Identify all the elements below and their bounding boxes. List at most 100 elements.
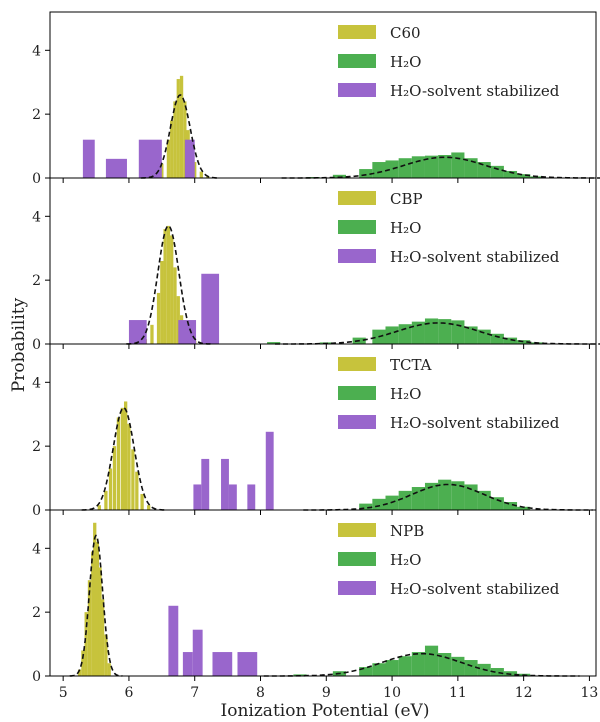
water-hist-bar xyxy=(398,656,412,676)
water-hist-bar xyxy=(451,481,465,510)
water-hist-bar xyxy=(398,158,412,178)
stabilized-bar xyxy=(192,629,203,676)
water-fit-curve xyxy=(303,483,593,511)
molecule-hist-bar xyxy=(179,75,184,178)
molecule-hist-bar xyxy=(156,292,161,344)
legend-entry-water-label: H₂O xyxy=(390,385,421,403)
water-hist-bar xyxy=(424,482,439,510)
stabilized-bar xyxy=(201,273,220,344)
water-hist-bar xyxy=(438,155,452,178)
water-hist-bar xyxy=(517,174,531,178)
stabilized-bar xyxy=(178,320,197,344)
stabilized-bar xyxy=(182,652,193,676)
panel-1: 0 2 4 C60 H₂O H₂O-solvent stabilized xyxy=(32,11,600,187)
x-tick-label: 6 xyxy=(124,685,133,701)
legend-entry-stabilized-swatch xyxy=(338,249,376,263)
molecule-hist-bar xyxy=(170,235,174,344)
stabilized-bar xyxy=(168,605,179,676)
water-hist-bar xyxy=(398,490,412,510)
legend-entry-molecule-label: TCTA xyxy=(390,356,432,374)
y-tick-label: 4 xyxy=(32,209,41,225)
legend: TCTA H₂O H₂O-solvent stabilized xyxy=(338,356,560,432)
water-hist-bar xyxy=(438,479,452,510)
molecule-hist-bar xyxy=(135,471,139,510)
molecule-hist-bar xyxy=(199,171,203,178)
y-tick-label: 0 xyxy=(32,503,41,519)
legend-entry-molecule-label: CBP xyxy=(390,190,423,208)
molecule-hist-bar xyxy=(160,261,164,344)
molecule-hist-bar xyxy=(91,551,95,676)
y-tick-label: 0 xyxy=(32,171,41,187)
x-tick-label: 12 xyxy=(515,685,533,701)
legend-entry-stabilized-swatch xyxy=(338,415,376,429)
molecule-hist-bar xyxy=(124,401,128,510)
legend-entry-molecule-swatch xyxy=(338,523,376,537)
molecule-hist-bar xyxy=(173,267,177,344)
stabilized-bar xyxy=(138,139,162,178)
molecule-hist-bar xyxy=(120,407,125,510)
water-fit-curve xyxy=(263,652,580,677)
water-hist-bar xyxy=(477,490,491,510)
molecule-hist-bar xyxy=(97,505,101,510)
y-tick-label: 2 xyxy=(32,605,41,621)
panel-4: 0 2 4 5 6 7 8 9 10 11 12 13 NPB H₂O H₂O-solvent stabil… xyxy=(32,509,598,701)
molecule-hist-bar xyxy=(147,505,151,510)
molecule-hist-bar xyxy=(127,423,131,510)
legend: CBP H₂O H₂O-solvent stabilized xyxy=(338,190,560,266)
stabilized-bar xyxy=(212,652,233,676)
water-hist-bar xyxy=(503,502,518,510)
water-hist-bar xyxy=(411,156,425,178)
panel-2: 0 2 4 CBP H₂O H₂O-solvent stabilized xyxy=(32,177,600,353)
water-hist-bar xyxy=(267,342,281,344)
legend-entry-water-swatch xyxy=(338,220,376,234)
molecule-hist-bar xyxy=(176,79,180,178)
x-tick-label: 9 xyxy=(322,685,331,701)
water-hist-bar xyxy=(359,667,373,676)
molecule-hist-bar xyxy=(176,296,180,344)
stabilized-bar xyxy=(201,458,210,510)
molecule-hist-bar xyxy=(170,120,174,178)
molecule-hist-bar xyxy=(77,669,82,676)
y-tick-label: 4 xyxy=(32,43,41,59)
molecule-hist-bar xyxy=(95,541,100,676)
water-hist-bar xyxy=(464,484,478,510)
water-fit-curve xyxy=(281,156,600,179)
molecule-hist-bar xyxy=(140,494,144,510)
molecule-hist-bar xyxy=(116,417,121,510)
y-tick-label: 2 xyxy=(32,273,41,289)
molecule-hist-bar xyxy=(98,567,102,676)
legend-entry-water-swatch xyxy=(338,54,376,68)
water-hist-bar xyxy=(490,165,504,178)
water-hist-bar xyxy=(503,170,518,178)
stabilized-bar xyxy=(128,320,147,344)
water-hist-bar xyxy=(372,498,386,510)
stabilized-bar xyxy=(247,484,256,510)
x-tick-label: 11 xyxy=(449,685,467,701)
legend-entry-water-swatch xyxy=(338,552,376,566)
x-tick-label: 8 xyxy=(256,685,265,701)
panel-frame xyxy=(49,509,597,677)
stabilized-bar xyxy=(105,158,127,178)
molecule-hist-bar xyxy=(112,446,117,510)
water-hist-bar xyxy=(490,333,504,344)
molecule-hist-bar xyxy=(104,490,108,510)
water-hist-bar xyxy=(372,162,386,178)
panel-3: 0 2 4 TCTA H₂O H₂O-solvent stabilized xyxy=(32,343,597,519)
legend-entry-water-label: H₂O xyxy=(390,551,421,569)
water-hist-bar xyxy=(385,660,399,676)
legend-entry-molecule-swatch xyxy=(338,25,376,39)
water-hist-bar xyxy=(359,169,373,178)
legend: C60 H₂O H₂O-solvent stabilized xyxy=(338,24,560,100)
y-tick-label: 4 xyxy=(32,541,41,557)
x-tick-label: 7 xyxy=(190,685,199,701)
y-tick-label: 2 xyxy=(32,107,41,123)
legend-entry-water-label: H₂O xyxy=(390,219,421,237)
water-hist-bar xyxy=(517,506,531,510)
water-hist-bar xyxy=(517,340,531,344)
legend-entry-stabilized-swatch xyxy=(338,83,376,97)
water-fit-curve xyxy=(275,322,600,345)
molecule-hist-bar xyxy=(100,599,105,676)
y-axis-label: Probability xyxy=(9,297,29,392)
water-hist-bar xyxy=(464,158,478,178)
legend-entry-stabilized-label: H₂O-solvent stabilized xyxy=(390,414,560,432)
